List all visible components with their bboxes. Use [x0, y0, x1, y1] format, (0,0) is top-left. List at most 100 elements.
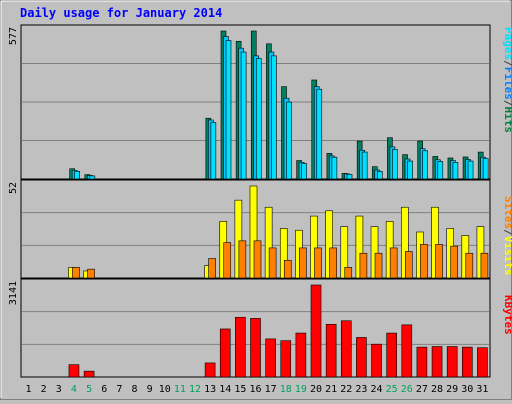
bar-visits-visits-day-28 [431, 206, 439, 279]
bar-visits-sites-day-22 [344, 267, 353, 279]
legend-hits-part-1: / [502, 60, 512, 67]
x-tick-label-day-7: 7 [116, 384, 122, 395]
bar-kbytes-kbytes-day-31 [477, 347, 488, 378]
x-tick-label-day-17: 17 [265, 384, 277, 395]
bar-visits-sites-day-21 [329, 247, 337, 279]
x-tick-label-day-21: 21 [325, 384, 337, 395]
bar-hits-pages-day-28 [437, 161, 444, 180]
bar-visits-visits-day-23 [355, 215, 364, 279]
bar-hits-pages-day-25 [392, 149, 398, 180]
x-tick-label-day-2: 2 [41, 384, 47, 395]
bar-visits-sites-day-23 [359, 252, 368, 279]
x-tick-label-day-20: 20 [310, 384, 322, 395]
x-tick-label-day-11: 11 [174, 384, 186, 395]
x-tick-label-day-18: 18 [280, 384, 292, 395]
bar-kbytes-kbytes-day-25 [386, 332, 397, 378]
bar-visits-sites-day-13 [208, 258, 216, 279]
bar-hits-pages-day-23 [361, 151, 368, 180]
legend-hits-part-0: Pages [502, 27, 512, 60]
x-tick-label-day-16: 16 [249, 384, 261, 395]
x-tick-label-day-28: 28 [431, 384, 443, 395]
x-tick-label-day-13: 13 [204, 384, 216, 395]
bar-visits-sites-day-28 [435, 244, 443, 279]
legend-hits-part-3: / [502, 100, 512, 107]
x-tick-label-day-23: 23 [355, 384, 367, 395]
bar-visits-visits-day-17 [264, 206, 273, 279]
x-tick-label-day-4: 4 [71, 384, 77, 395]
bar-kbytes-kbytes-day-18 [280, 340, 292, 378]
bar-visits-sites-day-17 [268, 247, 277, 279]
bar-hits-pages-day-29 [452, 162, 459, 180]
x-tick-label-day-30: 30 [461, 384, 473, 395]
x-tick-label-day-12: 12 [189, 384, 201, 395]
bar-visits-visits-day-20 [310, 215, 318, 279]
x-tick-label-day-26: 26 [401, 384, 413, 395]
legend-visits-part-0: Sites [502, 196, 512, 229]
bar-kbytes-kbytes-day-27 [416, 346, 428, 378]
x-tick-label-day-27: 27 [416, 384, 428, 395]
legend-kbytes-part-0: KBytes [502, 295, 512, 335]
bar-kbytes-kbytes-day-22 [340, 320, 352, 378]
bar-hits-pages-day-18 [286, 101, 292, 180]
bar-kbytes-kbytes-day-5 [83, 370, 95, 378]
bar-kbytes-kbytes-day-16 [250, 318, 261, 378]
legend-hits-part-2: Files [502, 67, 512, 100]
bar-hits-pages-day-30 [467, 160, 474, 180]
bar-hits-pages-day-24 [376, 171, 383, 180]
bar-kbytes-kbytes-day-19 [295, 332, 307, 378]
bar-visits-sites-day-14 [223, 242, 232, 279]
x-tick-label-day-14: 14 [219, 384, 231, 395]
bar-visits-sites-day-15 [238, 240, 247, 279]
bar-kbytes-kbytes-day-15 [235, 316, 246, 378]
bar-visits-sites-day-5 [87, 268, 95, 279]
bar-visits-sites-day-16 [253, 240, 262, 279]
scale-label-kbytes: 3141 [8, 281, 19, 305]
bar-kbytes-kbytes-day-30 [462, 346, 473, 378]
bar-visits-visits-day-22 [340, 226, 349, 279]
bar-kbytes-kbytes-day-21 [325, 323, 337, 378]
bar-hits-pages-day-4 [74, 171, 81, 180]
bar-hits-pages-day-15 [240, 51, 247, 180]
bar-hits-pages-day-17 [271, 55, 277, 180]
bar-kbytes-kbytes-day-4 [68, 364, 80, 378]
bar-visits-visits-day-31 [476, 226, 485, 279]
bar-kbytes-kbytes-day-17 [265, 338, 276, 378]
x-tick-label-day-5: 5 [86, 384, 92, 395]
x-tick-label-day-29: 29 [446, 384, 458, 395]
chart-title: Daily usage for January 2014 [20, 6, 223, 20]
bar-hits-pages-day-5 [89, 175, 96, 180]
x-tick-label-day-22: 22 [340, 384, 352, 395]
legend-kbytes: KBytes [502, 295, 512, 335]
x-tick-label-day-15: 15 [234, 384, 246, 395]
bar-visits-visits-day-26 [400, 206, 409, 279]
bar-hits-pages-day-21 [331, 156, 338, 180]
bar-visits-sites-day-31 [480, 252, 489, 279]
bar-kbytes-kbytes-day-14 [219, 328, 231, 378]
bar-hits-pages-day-19 [301, 163, 307, 180]
scale-label-visits: 52 [8, 182, 19, 194]
legend-visits: Sites/Visits [502, 196, 512, 276]
bar-hits-pages-day-16 [255, 58, 262, 180]
bar-kbytes-kbytes-day-28 [431, 346, 443, 378]
bar-visits-visits-day-24 [370, 226, 379, 279]
bar-kbytes-kbytes-day-26 [401, 324, 413, 378]
bar-visits-sites-day-4 [72, 267, 80, 279]
bar-hits-pages-day-27 [422, 150, 428, 180]
bar-visits-visits-day-15 [234, 199, 243, 279]
x-tick-label-day-19: 19 [295, 384, 307, 395]
bar-kbytes-kbytes-day-29 [446, 346, 458, 378]
bar-kbytes-kbytes-day-23 [356, 337, 367, 378]
bar-visits-sites-day-25 [389, 247, 398, 279]
bar-visits-sites-day-20 [314, 247, 322, 279]
bar-visits-sites-day-27 [420, 244, 428, 279]
bar-hits-pages-day-31 [482, 158, 489, 180]
bar-visits-visits-day-16 [249, 185, 258, 279]
bar-kbytes-kbytes-day-13 [204, 362, 216, 378]
bar-visits-sites-day-30 [465, 252, 474, 279]
bar-kbytes-kbytes-day-20 [310, 284, 322, 378]
bar-visits-sites-day-24 [374, 252, 383, 279]
x-tick-label-day-3: 3 [56, 384, 62, 395]
bar-hits-pages-day-14 [225, 40, 232, 180]
